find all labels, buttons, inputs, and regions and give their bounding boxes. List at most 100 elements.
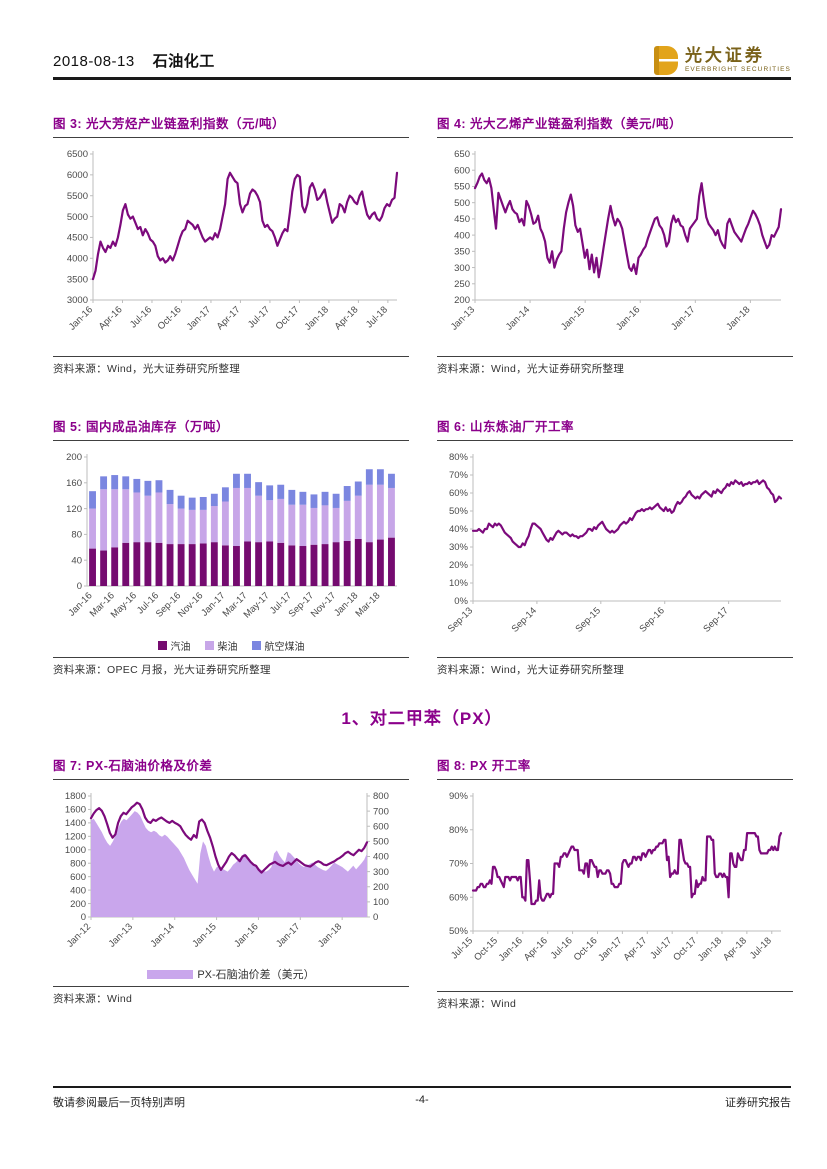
- figure-6-title: 图 6: 山东炼油厂开工率: [437, 420, 575, 434]
- svg-text:600: 600: [373, 821, 389, 832]
- figure-7-chart: 0 200 400 600 800 1000 1200 1400 1600 1800 0 100 200…: [65, 791, 389, 949]
- figure-5-source: 资料来源：OPEC 月报，光大证券研究所整理: [53, 664, 271, 676]
- svg-text:700: 700: [373, 806, 389, 817]
- title-rule: [437, 137, 793, 138]
- svg-text:Jan-18: Jan-18: [303, 304, 331, 332]
- svg-text:400: 400: [373, 852, 389, 863]
- svg-text:Jul-18: Jul-18: [748, 935, 774, 961]
- legend-swatch-px-spread: [147, 969, 194, 979]
- svg-text:800: 800: [373, 791, 389, 802]
- svg-text:20%: 20%: [449, 560, 469, 571]
- svg-text:Jul-17: Jul-17: [648, 935, 674, 961]
- page-header: 2018-08-13 石油化工 光大证券 EVERBRIGHT SECURITIE…: [53, 46, 791, 75]
- report-date: 2018-08-13: [53, 53, 135, 70]
- svg-text:0: 0: [81, 912, 86, 923]
- svg-text:Apr-17: Apr-17: [621, 935, 649, 963]
- svg-text:Sep-14: Sep-14: [510, 605, 539, 634]
- figure-7-source: 资料来源：Wind: [53, 993, 133, 1005]
- title-rule: [53, 440, 409, 441]
- figure-3-title: 图 3: 光大芳烃产业链盈利指数（元/吨）: [53, 117, 286, 131]
- source-rule: [53, 986, 409, 987]
- svg-text:Jul-17: Jul-17: [246, 304, 272, 330]
- svg-text:Jul-18: Jul-18: [364, 304, 390, 330]
- figure-6: 图 6: 山东炼油厂开工率 0% 10% 20% 30% 40% 50% 60% 70% 80%…: [437, 416, 793, 677]
- figure-8-title: 图 8: PX 开工率: [437, 759, 531, 773]
- svg-text:1200: 1200: [65, 832, 86, 843]
- footer-disclaimer: 敬请参阅最后一页特别声明: [53, 1097, 185, 1109]
- svg-text:600: 600: [454, 165, 470, 176]
- report-sector: 石油化工: [152, 53, 215, 70]
- figure-8-chart-area: 50% 60% 70% 80% 90% Jul-15 Oct-15 Jan-16 Apr-16 J…: [437, 787, 793, 987]
- svg-text:250: 250: [454, 279, 470, 290]
- svg-text:Apr-16: Apr-16: [97, 304, 125, 332]
- brand-logo: 光大证券 EVERBRIGHT SECURITIES: [653, 46, 791, 75]
- svg-text:6000: 6000: [67, 170, 88, 181]
- title-rule: [53, 779, 409, 780]
- svg-text:30%: 30%: [449, 542, 469, 553]
- svg-text:Jul-16: Jul-16: [128, 304, 154, 330]
- title-rule: [437, 779, 793, 780]
- figure-7-title: 图 7: PX-石脑油价格及价差: [53, 759, 213, 773]
- svg-text:550: 550: [454, 182, 470, 193]
- svg-text:60%: 60%: [449, 892, 469, 903]
- svg-text:800: 800: [70, 858, 86, 869]
- figure-row-2: 图 5: 国内成品油库存（万吨） 0 40 80 120 160 200 Jan-16 Mar…: [53, 416, 793, 677]
- figure-row-1: 图 3: 光大芳烃产业链盈利指数（元/吨） 3000 3500 4000 4500 50…: [53, 113, 793, 376]
- title-rule: [53, 137, 409, 138]
- svg-text:6500: 6500: [67, 149, 88, 160]
- svg-text:Nov-16: Nov-16: [176, 590, 205, 619]
- svg-text:450: 450: [454, 214, 470, 225]
- footer-report-type: 证券研究报告: [725, 1097, 791, 1109]
- figure-5: 图 5: 国内成品油库存（万吨） 0 40 80 120 160 200 Jan-16 Mar…: [53, 416, 409, 677]
- svg-text:Jan-16: Jan-16: [497, 935, 525, 963]
- legend-label-jet: 航空煤油: [264, 641, 305, 653]
- svg-text:Apr-17: Apr-17: [215, 304, 243, 332]
- svg-text:500: 500: [373, 837, 389, 848]
- svg-text:200: 200: [70, 899, 86, 910]
- svg-text:400: 400: [70, 885, 86, 896]
- header-left: 2018-08-13 石油化工: [53, 50, 215, 75]
- svg-text:Jan-17: Jan-17: [596, 935, 624, 963]
- svg-text:600: 600: [70, 872, 86, 883]
- svg-text:60%: 60%: [449, 488, 469, 499]
- figure-6-chart: 0% 10% 20% 30% 40% 50% 60% 70% 80% Sep-13 Sep-14 Se…: [446, 452, 783, 635]
- svg-text:Jan-15: Jan-15: [190, 921, 218, 949]
- figure-8: 图 8: PX 开工率 50% 60% 70% 80% 90% Jul-15 Oct-15 J…: [437, 755, 793, 1011]
- svg-text:200: 200: [454, 295, 470, 306]
- svg-text:1600: 1600: [65, 805, 86, 816]
- svg-text:Sep-16: Sep-16: [637, 605, 666, 634]
- svg-text:Apr-18: Apr-18: [721, 935, 749, 963]
- svg-text:80%: 80%: [449, 452, 469, 463]
- svg-text:Jan-17: Jan-17: [185, 304, 213, 332]
- everbright-logo-icon: [653, 46, 678, 75]
- svg-text:3500: 3500: [67, 274, 88, 285]
- svg-text:1000: 1000: [65, 845, 86, 856]
- svg-text:Jan-16: Jan-16: [67, 304, 95, 332]
- figure-4-source: 资料来源：Wind，光大证券研究所整理: [437, 363, 625, 375]
- svg-text:70%: 70%: [449, 470, 469, 481]
- svg-text:200: 200: [373, 882, 389, 893]
- figure-6-chart-area: 0% 10% 20% 30% 40% 50% 60% 70% 80% Sep-13 Sep-14 Se…: [437, 448, 793, 653]
- svg-text:Jan-16: Jan-16: [232, 921, 260, 949]
- legend-item-px-spread: PX-石脑油价差（美元）: [147, 966, 315, 982]
- svg-text:Jan-15: Jan-15: [559, 304, 587, 332]
- svg-text:4500: 4500: [67, 233, 88, 244]
- legend-item-diesel: 柴油: [204, 638, 238, 653]
- svg-text:Apr-18: Apr-18: [333, 304, 361, 332]
- svg-text:650: 650: [454, 149, 470, 160]
- svg-text:50%: 50%: [449, 926, 469, 937]
- svg-text:Jan-17: Jan-17: [669, 304, 697, 332]
- svg-text:350: 350: [454, 247, 470, 258]
- figure-8-chart: 50%60%70%80%90%Jul-15Oct-15Jan-16Apr-16J…: [449, 791, 783, 964]
- figure-7-chart-area: 0 200 400 600 800 1000 1200 1400 1600 1800 0 100 200…: [53, 787, 409, 965]
- legend-label-gasoline: 汽油: [170, 641, 191, 653]
- svg-text:400: 400: [454, 230, 470, 241]
- svg-text:80%: 80%: [449, 825, 469, 836]
- svg-text:Jan-14: Jan-14: [149, 921, 177, 949]
- figure-4-chart: 200 250 300 350 400 450 500 550 600 650 Jan-13 Jan-…: [449, 149, 783, 333]
- svg-text:500: 500: [454, 198, 470, 209]
- svg-text:90%: 90%: [449, 791, 469, 802]
- svg-text:Jan-18: Jan-18: [696, 935, 724, 963]
- figure-5-title: 图 5: 国内成品油库存（万吨）: [53, 420, 230, 434]
- svg-text:Jan-18: Jan-18: [316, 921, 344, 949]
